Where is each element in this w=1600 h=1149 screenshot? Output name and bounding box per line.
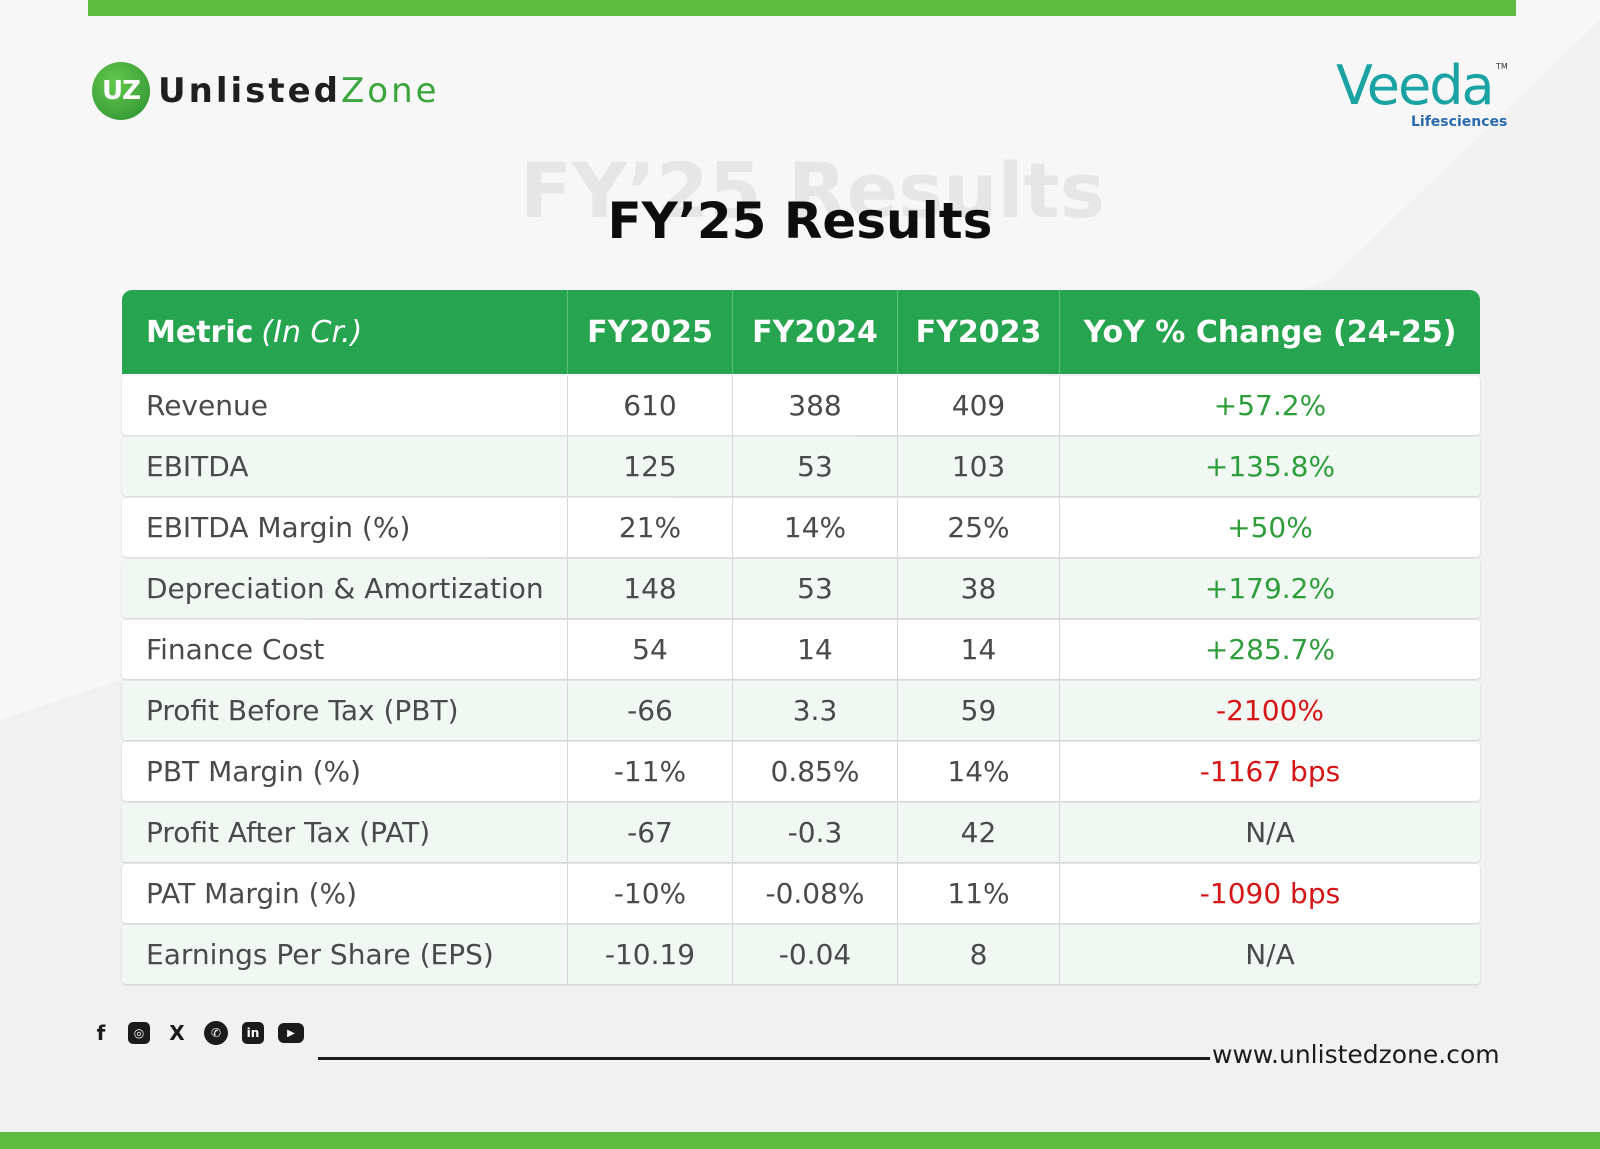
cell-yoy: N/A — [1245, 938, 1295, 971]
table-row: Finance Cost 54 14 14 +285.7% — [122, 620, 1480, 679]
cell-fy2023: 14% — [898, 742, 1060, 801]
header-fy2023: FY2023 — [898, 290, 1060, 374]
cell-fy2025: 610 — [568, 376, 733, 435]
cell-fy2023: 25% — [898, 498, 1060, 557]
cell-fy2025: 125 — [568, 437, 733, 496]
cell-fy2024: 0.85% — [733, 742, 898, 801]
header-metric: Metric (In Cr.) — [122, 290, 568, 374]
cell-fy2023: 8 — [898, 925, 1060, 984]
uz-logo-mark: UZ — [92, 62, 150, 120]
table-row: PAT Margin (%) -10% -0.08% 11% -1090 bps — [122, 864, 1480, 923]
cell-metric: Depreciation & Amortization — [122, 559, 568, 618]
brand-name-part1: Unlisted — [158, 71, 342, 111]
youtube-icon[interactable]: ▶ — [278, 1023, 304, 1043]
cell-fy2025: -10% — [568, 864, 733, 923]
veeda-trademark: TM — [1496, 62, 1508, 71]
cell-fy2024: 14 — [733, 620, 898, 679]
veeda-subtitle: Lifesciences — [1411, 114, 1508, 130]
veeda-logo: Veeda TM Lifesciences — [1336, 54, 1508, 136]
header-metric-unit: (In Cr.) — [261, 314, 363, 350]
whatsapp-icon[interactable]: ✆ — [204, 1021, 228, 1045]
cell-yoy: N/A — [1245, 816, 1295, 849]
cell-metric: EBITDA Margin (%) — [122, 498, 568, 557]
cell-fy2024: 53 — [733, 559, 898, 618]
cell-fy2024: 388 — [733, 376, 898, 435]
cell-yoy: -1090 bps — [1199, 877, 1341, 910]
cell-metric: PBT Margin (%) — [122, 742, 568, 801]
instagram-icon[interactable]: ◎ — [128, 1022, 150, 1044]
table-row: Earnings Per Share (EPS) -10.19 -0.04 8 N/A — [122, 925, 1480, 984]
cell-yoy: +179.2% — [1204, 572, 1336, 605]
header-fy2024: FY2024 — [733, 290, 898, 374]
top-accent-bar — [88, 0, 1516, 16]
cell-fy2024: 53 — [733, 437, 898, 496]
cell-fy2025: -66 — [568, 681, 733, 740]
cell-yoy: +285.7% — [1204, 633, 1336, 666]
table-body: Revenue 610 388 409 +57.2% EBITDA 125 53 103 +135… — [122, 376, 1480, 984]
cell-metric: PAT Margin (%) — [122, 864, 568, 923]
table-row: Profit Before Tax (PBT) -66 3.3 59 -2100% — [122, 681, 1480, 740]
table-row: EBITDA Margin (%) 21% 14% 25% +50% — [122, 498, 1480, 557]
table-header: Metric (In Cr.) FY2025 FY2024 FY2023 YoY… — [122, 290, 1480, 374]
table-row: Revenue 610 388 409 +57.2% — [122, 376, 1480, 435]
facebook-icon[interactable]: f — [96, 1021, 106, 1045]
header-metric-label: Metric — [146, 314, 254, 350]
cell-metric: Profit After Tax (PAT) — [122, 803, 568, 862]
brand-name-part2: Zone — [341, 71, 440, 111]
cell-fy2023: 14 — [898, 620, 1060, 679]
veeda-name: Veeda — [1336, 54, 1495, 117]
cell-yoy: +50% — [1227, 511, 1313, 544]
linkedin-icon[interactable]: in — [242, 1022, 264, 1044]
header-fy2025: FY2025 — [568, 290, 733, 374]
brand-name: UnlistedZone — [158, 71, 440, 111]
cell-fy2025: -67 — [568, 803, 733, 862]
table-row: EBITDA 125 53 103 +135.8% — [122, 437, 1480, 496]
cell-fy2025: -10.19 — [568, 925, 733, 984]
cell-fy2023: 38 — [898, 559, 1060, 618]
footer-divider — [318, 1057, 1210, 1060]
social-links: f ◎ X ✆ in ▶ — [88, 1020, 304, 1046]
cell-yoy: +57.2% — [1213, 389, 1327, 422]
table-row: Profit After Tax (PAT) -67 -0.3 42 N/A — [122, 803, 1480, 862]
page-title: FY’25 Results — [607, 192, 993, 250]
cell-yoy: -2100% — [1216, 694, 1324, 727]
cell-fy2024: 14% — [733, 498, 898, 557]
cell-fy2023: 11% — [898, 864, 1060, 923]
bottom-accent-bar — [0, 1132, 1600, 1149]
cell-yoy: +135.8% — [1204, 450, 1336, 483]
table-row: Depreciation & Amortization 148 53 38 +179.2… — [122, 559, 1480, 618]
x-icon[interactable]: X — [169, 1021, 185, 1045]
cell-metric: Earnings Per Share (EPS) — [122, 925, 568, 984]
cell-yoy: -1167 bps — [1199, 755, 1341, 788]
results-table: Metric (In Cr.) FY2025 FY2024 FY2023 YoY… — [122, 290, 1480, 984]
cell-fy2023: 59 — [898, 681, 1060, 740]
cell-fy2023: 103 — [898, 437, 1060, 496]
header-yoy: YoY % Change (24-25) — [1083, 314, 1457, 350]
cell-metric: Profit Before Tax (PBT) — [122, 681, 568, 740]
cell-fy2024: -0.08% — [733, 864, 898, 923]
cell-metric: Revenue — [122, 376, 568, 435]
website-link[interactable]: www.unlistedzone.com — [1212, 1040, 1500, 1069]
cell-fy2025: 54 — [568, 620, 733, 679]
cell-fy2025: 148 — [568, 559, 733, 618]
cell-fy2024: -0.04 — [733, 925, 898, 984]
table-row: PBT Margin (%) -11% 0.85% 14% -1167 bps — [122, 742, 1480, 801]
cell-fy2024: 3.3 — [733, 681, 898, 740]
cell-fy2025: -11% — [568, 742, 733, 801]
unlistedzone-logo: UZ UnlistedZone — [92, 62, 440, 120]
cell-fy2024: -0.3 — [733, 803, 898, 862]
cell-metric: EBITDA — [122, 437, 568, 496]
cell-fy2023: 409 — [898, 376, 1060, 435]
ghost-title: FY’25 Results — [520, 146, 1106, 235]
cell-fy2025: 21% — [568, 498, 733, 557]
cell-fy2023: 42 — [898, 803, 1060, 862]
cell-metric: Finance Cost — [122, 620, 568, 679]
